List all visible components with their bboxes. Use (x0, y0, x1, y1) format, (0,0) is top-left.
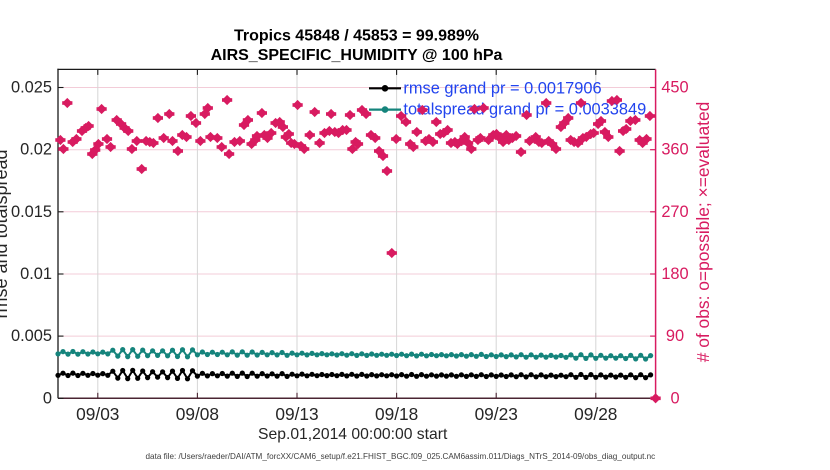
svg-text:09/28: 09/28 (574, 404, 617, 424)
svg-text:rmse and totalspread: rmse and totalspread (0, 149, 11, 318)
svg-text:Sep.01,2014 00:00:00 start: Sep.01,2014 00:00:00 start (258, 426, 448, 443)
svg-text:09/03: 09/03 (76, 404, 119, 424)
svg-text:0.015: 0.015 (11, 203, 52, 221)
svg-text:totalspread grand pr = 0.00338: totalspread grand pr = 0.0033849 (403, 101, 646, 119)
svg-text:09/13: 09/13 (275, 404, 318, 424)
svg-text:0.005: 0.005 (11, 327, 52, 345)
svg-text:0.02: 0.02 (20, 141, 52, 159)
svg-text:# of obs: o=possible; ×=evalua: # of obs: o=possible; ×=evaluated (693, 102, 713, 363)
svg-text:0: 0 (43, 389, 52, 407)
svg-text:09/08: 09/08 (176, 404, 219, 424)
svg-text:270: 270 (661, 203, 688, 221)
svg-text:0.01: 0.01 (20, 265, 52, 283)
svg-text:450: 450 (661, 79, 688, 97)
svg-text:0.025: 0.025 (11, 79, 52, 97)
svg-text:data file: /Users/raeder/DAI/A: data file: /Users/raeder/DAI/ATM_forcXX/… (146, 452, 656, 461)
svg-text:Tropics 45848 / 45853 = 99.989: Tropics 45848 / 45853 = 99.989% (234, 28, 479, 45)
svg-text:09/23: 09/23 (475, 404, 518, 424)
svg-text:09/18: 09/18 (375, 404, 418, 424)
svg-text:90: 90 (666, 327, 684, 345)
svg-text:AIRS_SPECIFIC_HUMIDITY @ 100 h: AIRS_SPECIFIC_HUMIDITY @ 100 hPa (211, 47, 503, 64)
svg-text:180: 180 (661, 265, 688, 283)
svg-text:360: 360 (661, 141, 688, 159)
svg-text:0: 0 (670, 389, 679, 407)
svg-text:rmse grand pr = 0.0017906: rmse grand pr = 0.0017906 (403, 79, 601, 97)
